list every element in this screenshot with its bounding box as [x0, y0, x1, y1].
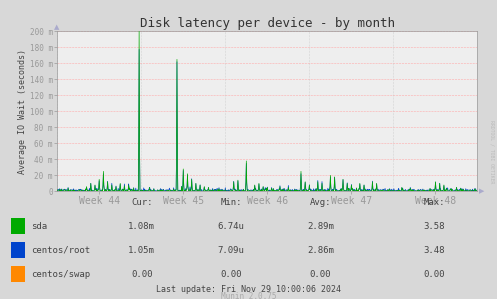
- Text: RRDTOOL / TOBI OETIKER: RRDTOOL / TOBI OETIKER: [490, 120, 495, 183]
- Text: 2.86m: 2.86m: [307, 246, 334, 255]
- Text: centos/swap: centos/swap: [31, 270, 90, 279]
- Text: ▲: ▲: [55, 24, 60, 30]
- Text: 1.08m: 1.08m: [128, 222, 155, 231]
- Text: 0.00: 0.00: [220, 270, 242, 279]
- Text: 6.74u: 6.74u: [218, 222, 245, 231]
- Text: Last update: Fri Nov 29 10:00:06 2024: Last update: Fri Nov 29 10:00:06 2024: [156, 285, 341, 294]
- Text: centos/root: centos/root: [31, 246, 90, 255]
- Text: 0.00: 0.00: [131, 270, 153, 279]
- Title: Disk latency per device - by month: Disk latency per device - by month: [140, 17, 395, 30]
- Text: 2.89m: 2.89m: [307, 222, 334, 231]
- Text: Cur:: Cur:: [131, 198, 153, 207]
- Text: 3.58: 3.58: [423, 222, 445, 231]
- Text: sda: sda: [31, 222, 47, 231]
- Text: Munin 2.0.75: Munin 2.0.75: [221, 292, 276, 299]
- Text: 7.09u: 7.09u: [218, 246, 245, 255]
- Text: Avg:: Avg:: [310, 198, 331, 207]
- Text: 0.00: 0.00: [423, 270, 445, 279]
- Text: 3.48: 3.48: [423, 246, 445, 255]
- Y-axis label: Average IO Wait (seconds): Average IO Wait (seconds): [18, 49, 27, 174]
- Text: 1.05m: 1.05m: [128, 246, 155, 255]
- Text: 0.00: 0.00: [310, 270, 331, 279]
- Text: ▶: ▶: [479, 188, 485, 194]
- Text: Min:: Min:: [220, 198, 242, 207]
- Text: Max:: Max:: [423, 198, 445, 207]
